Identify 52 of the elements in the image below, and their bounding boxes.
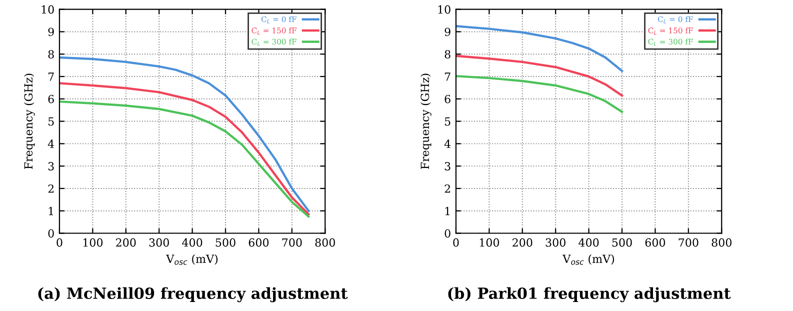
x-axis-title: V$_{osc}$ (mV) (562, 254, 614, 265)
y-tick-label: 3 (48, 162, 54, 170)
line-series (59, 82, 310, 216)
y-tick-label: 7 (48, 72, 54, 81)
y-tick-label: 1 (445, 206, 450, 216)
x-tick-label: 300 (546, 238, 566, 247)
x-tick-label: 400 (182, 238, 202, 247)
text: (b) Park01 frequency adjustment (448, 287, 731, 302)
y-tick-label: 7 (444, 72, 450, 81)
text: (a) McNeill09 frequency adjustment (38, 287, 348, 302)
x-tick-label: 500 (216, 238, 236, 247)
y-tick-label: 0 (48, 229, 54, 238)
y-tick-label: 4 (48, 140, 54, 148)
x-tick-label: 800 (315, 238, 335, 247)
line-series (456, 54, 624, 97)
x-axis-title: V$_{osc}$ (mV) (166, 254, 218, 265)
x-tick-label: 300 (149, 238, 169, 247)
line-series (456, 25, 624, 72)
x-tick-label: 700 (678, 238, 698, 247)
x-tick-label: 600 (645, 238, 666, 247)
y-tick-label: 5 (444, 117, 450, 126)
y-axis-title: Frequency (GHz) (420, 74, 432, 170)
y-tick-label: 10 (42, 5, 54, 14)
line-series (59, 100, 310, 218)
x-tick-label: 200 (512, 238, 532, 247)
y-tick-label: 2 (444, 184, 450, 193)
x-tick-label: 100 (83, 238, 103, 247)
y-tick-label: 6 (444, 94, 450, 104)
x-tick-label: 800 (712, 238, 732, 247)
x-tick-label: 0 (453, 238, 459, 247)
y-tick-label: 10 (438, 5, 450, 14)
y-tick-label: 0 (444, 229, 450, 238)
y-tick-label: 3 (444, 162, 450, 170)
x-tick-label: 500 (612, 238, 632, 247)
y-tick-label: 4 (444, 140, 451, 148)
y-tick-label: 2 (48, 184, 54, 193)
x-tick-label: 400 (578, 238, 599, 247)
x-tick-label: 700 (282, 238, 302, 247)
line-series (59, 56, 310, 212)
x-tick-label: 200 (116, 238, 136, 247)
line-series (456, 74, 624, 113)
x-tick-label: 100 (480, 238, 500, 247)
y-tick-label: 8 (444, 50, 450, 58)
x-tick-label: 600 (248, 238, 269, 247)
y-axis-title: Frequency (GHz) (24, 74, 35, 170)
y-tick-label: 6 (48, 94, 54, 104)
y-tick-label: 8 (48, 50, 54, 58)
y-tick-label: 9 (48, 28, 54, 36)
y-tick-label: 9 (444, 28, 450, 36)
x-tick-label: 0 (56, 238, 62, 247)
y-tick-label: 1 (48, 206, 54, 216)
y-tick-label: 5 (48, 117, 54, 126)
